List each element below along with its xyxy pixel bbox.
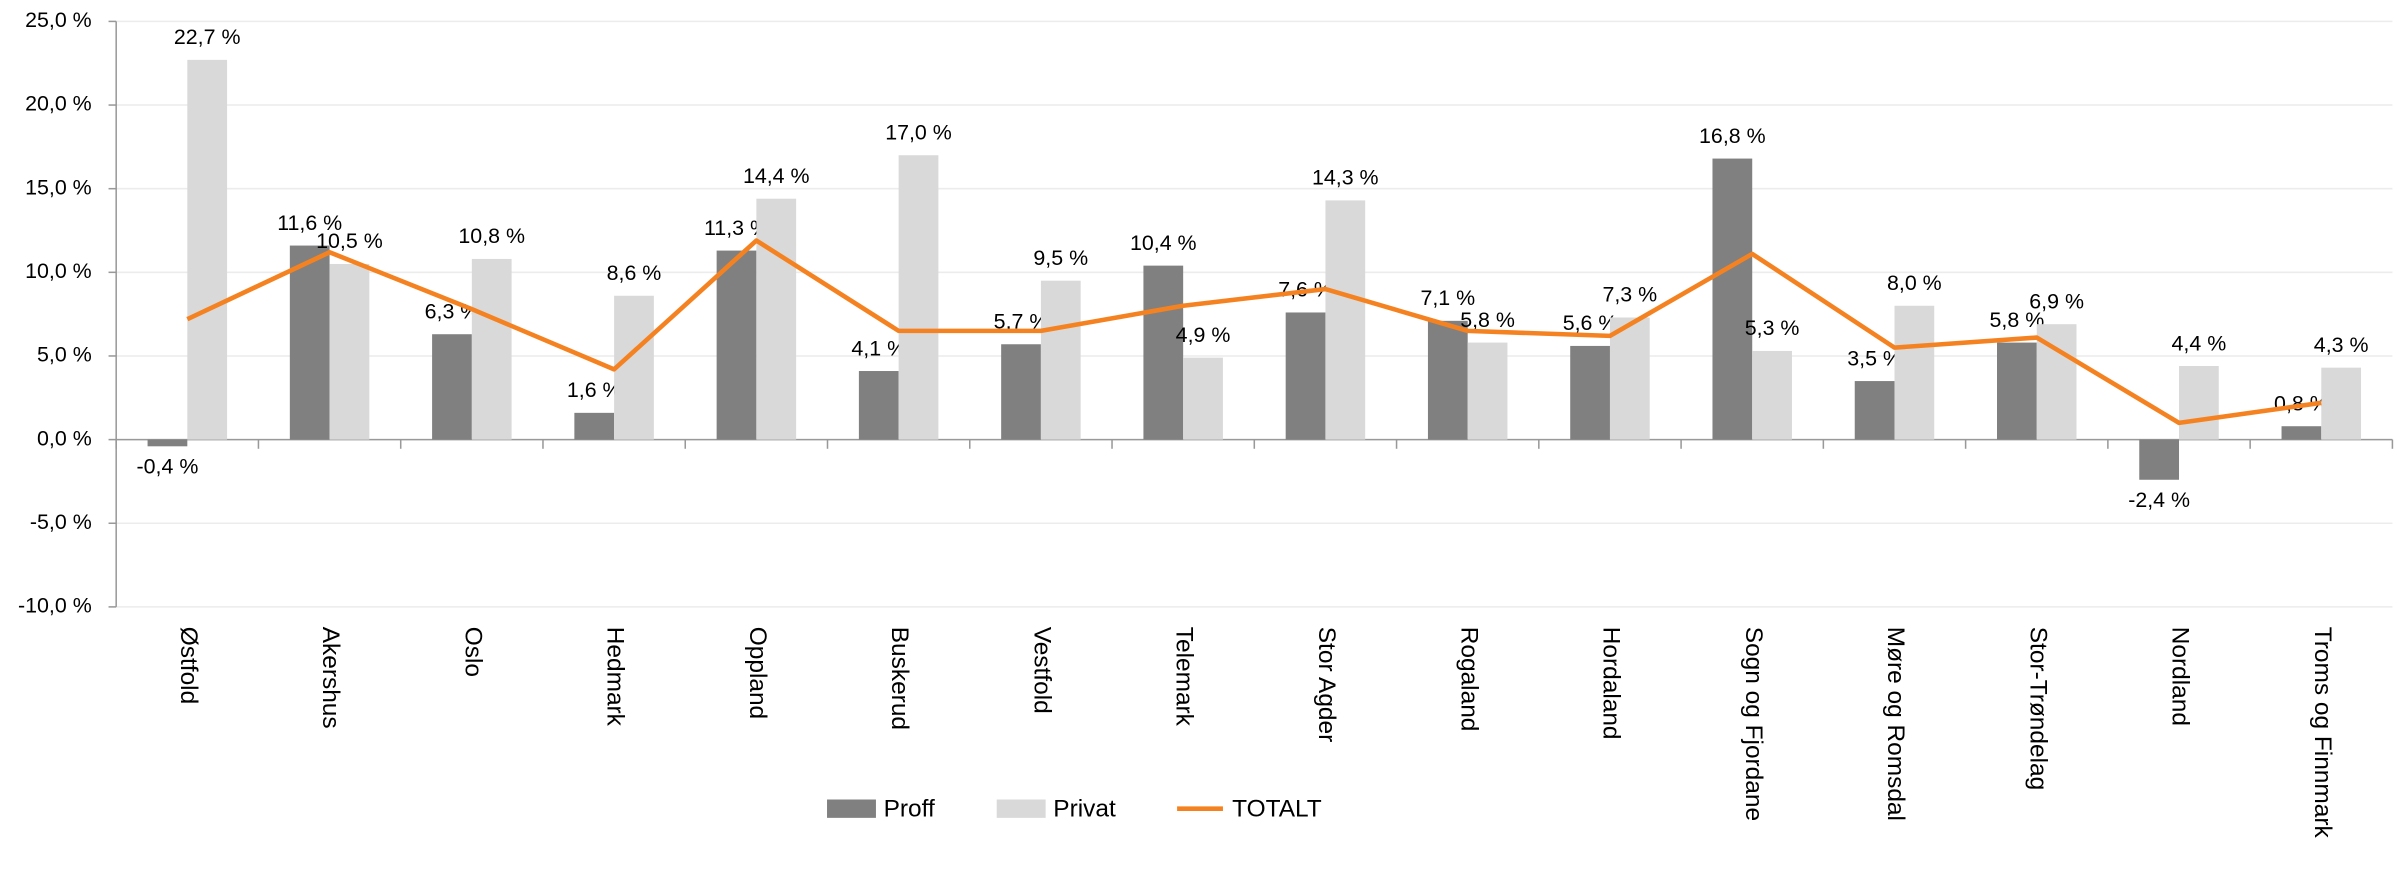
x-tick-label: Troms og Finnmark [2309, 627, 2336, 839]
data-label: 16,8 % [1699, 124, 1766, 148]
data-label: 5,6 % [1563, 311, 1618, 335]
x-tick-label: Buskerud [886, 627, 913, 730]
x-tick-label: Telemark [1171, 627, 1198, 727]
bar [1752, 350, 1792, 440]
y-tick-label: 5,0 % [37, 343, 92, 367]
bar [2139, 439, 2180, 480]
bar [1285, 312, 1326, 440]
bar [471, 258, 512, 440]
data-label: 3,5 % [1847, 346, 1902, 370]
bar [756, 198, 797, 440]
data-label: 5,8 % [1990, 308, 2045, 332]
bar [1325, 200, 1366, 440]
data-label: 14,3 % [1312, 166, 1379, 190]
bar [1427, 320, 1468, 440]
bar [1894, 305, 1935, 440]
total-line [186, 238, 2322, 426]
bar [2321, 367, 2362, 440]
bar [2179, 366, 2219, 440]
x-tick-label: Sogn og Fjordane [1740, 627, 1767, 821]
y-tick-label: 0,0 % [37, 426, 92, 450]
bar [329, 263, 370, 440]
bar [716, 250, 757, 440]
bar [187, 59, 228, 440]
x-tick-label: Nordland [2167, 627, 2194, 726]
y-tick-label: -5,0 % [30, 510, 92, 534]
x-tick-label: Hordaland [1598, 627, 1625, 740]
data-label: -2,4 % [2128, 488, 2190, 512]
bar [1854, 381, 1895, 440]
x-tick-label: Akershus [317, 627, 344, 729]
bar [1143, 265, 1184, 440]
bar [1570, 345, 1610, 440]
y-tick-label: 10,0 % [25, 259, 92, 283]
data-label: 4,1 % [851, 336, 906, 360]
bar [1712, 158, 1753, 440]
legend-swatch [996, 799, 1046, 818]
y-tick-label: 20,0 % [25, 92, 92, 116]
data-label: 10,5 % [316, 229, 383, 253]
bar [1997, 342, 2037, 440]
data-label: 7,3 % [1602, 283, 1657, 307]
legend-swatch [827, 799, 876, 818]
bar [574, 412, 615, 440]
data-label: 4,3 % [2314, 333, 2369, 357]
x-tick-label: Rogaland [1455, 627, 1482, 732]
legend-label: TOTALT [1232, 796, 1322, 823]
bar [614, 295, 654, 440]
data-label: 10,8 % [458, 224, 525, 248]
data-label: 4,4 % [2172, 331, 2227, 355]
data-label: 5,8 % [1460, 308, 1515, 332]
bar [1001, 344, 1041, 440]
x-tick-label: Vestfold [1028, 627, 1055, 714]
y-tick-label: -10,0 % [18, 594, 92, 618]
x-tick-label: Hedmark [602, 627, 629, 727]
data-label: 14,4 % [743, 164, 810, 188]
data-label: 10,4 % [1130, 231, 1197, 255]
legend-label: Proff [884, 796, 935, 823]
x-tick-label: Stor-Trøndelag [2024, 627, 2051, 790]
data-label: 7,1 % [1420, 286, 1475, 310]
bar [858, 371, 899, 440]
data-label: 6,9 % [2029, 289, 2084, 313]
bar [1609, 317, 1650, 440]
data-label: -0,4 % [137, 454, 199, 478]
data-label: 4,9 % [1176, 323, 1231, 347]
x-tick-label: Stor Agder [1313, 627, 1340, 742]
data-label: 9,5 % [1033, 246, 1088, 270]
x-tick-label: Møre og Romsdal [1882, 627, 1909, 821]
y-tick-label: 15,0 % [25, 175, 92, 199]
x-tick-label: Østfold [175, 627, 202, 704]
bar [289, 245, 330, 440]
bar [2281, 426, 2322, 440]
bar [147, 439, 188, 447]
x-tick-label: Oppland [744, 627, 771, 719]
bar [898, 155, 939, 440]
data-label: 1,6 % [567, 378, 622, 402]
data-label: 8,0 % [1887, 271, 1942, 295]
data-label: 5,3 % [1745, 316, 1800, 340]
y-tick-label: 25,0 % [25, 8, 92, 32]
data-label: 8,6 % [607, 261, 662, 285]
legend-label: Privat [1053, 796, 1116, 823]
bar [1467, 342, 1508, 440]
bar [1040, 280, 1081, 440]
data-label: 11,6 % [277, 211, 342, 235]
data-label: 17,0 % [885, 120, 952, 144]
bar [1183, 357, 1223, 440]
bar [432, 334, 472, 440]
data-label: 22,7 % [174, 25, 241, 49]
x-tick-label: Oslo [459, 627, 486, 677]
